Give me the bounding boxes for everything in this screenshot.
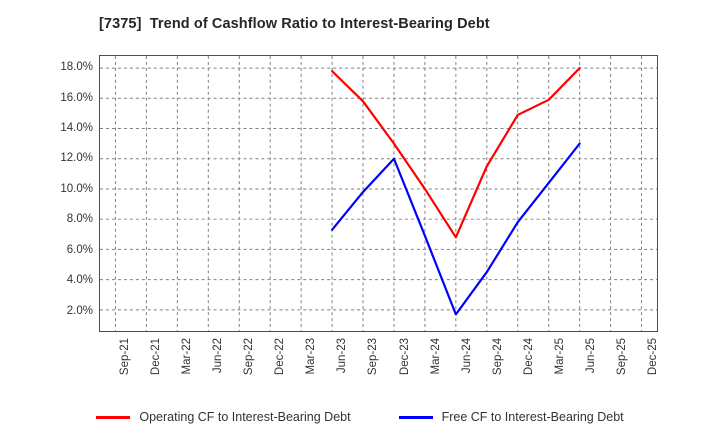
- x-axis-tick-label: Dec-24: [522, 338, 535, 376]
- y-axis-tick-label: 18.0%: [60, 61, 93, 74]
- y-axis-tick-label: 6.0%: [66, 243, 93, 256]
- y-axis-tick-label: 12.0%: [60, 152, 93, 165]
- chart-legend: Operating CF to Interest-Bearing Debt Fre…: [0, 404, 720, 430]
- x-axis-tick-label: Sep-22: [243, 338, 256, 376]
- series-line: [330, 67, 581, 239]
- series-line: [330, 142, 581, 316]
- x-axis-tick-label: Dec-21: [150, 338, 163, 376]
- y-axis-tick-label: 14.0%: [60, 122, 93, 135]
- x-axis-tick-label: Sep-23: [367, 338, 380, 376]
- legend-item[interactable]: Operating CF to Interest-Bearing Debt: [96, 410, 351, 424]
- x-axis-tick-label: Dec-22: [274, 338, 287, 376]
- x-axis-tick-label: Mar-25: [553, 338, 566, 375]
- x-axis-tick-label: Dec-25: [646, 338, 659, 376]
- legend-item[interactable]: Free CF to Interest-Bearing Debt: [398, 410, 624, 424]
- x-axis-tick-label: Jun-25: [584, 338, 597, 374]
- x-axis-tick-label: Dec-23: [398, 338, 411, 376]
- x-axis-tick-label: Sep-24: [491, 338, 504, 376]
- legend-color-swatch: [96, 415, 131, 419]
- x-axis-tick-label: Jun-22: [212, 338, 225, 374]
- y-axis-tick-labels: 2.0% 4.0% 6.0% 8.0% 10.0% 12.0% 14.0% 16.0% 18.0…: [0, 0, 93, 440]
- x-axis-tick-label: Mar-22: [181, 338, 194, 375]
- y-axis-tick-label: 10.0%: [60, 182, 93, 195]
- x-axis-tick-label: Mar-24: [429, 338, 442, 375]
- y-axis-tick-label: 16.0%: [60, 91, 93, 104]
- y-axis-tick-label: 2.0%: [66, 304, 93, 317]
- legend-label: Free CF to Interest-Bearing Debt: [441, 410, 624, 424]
- chart-title: [7375] Trend of Cashflow Ratio to Intere…: [99, 16, 490, 32]
- x-axis-tick-label: Sep-25: [615, 338, 628, 376]
- legend-color-swatch: [398, 415, 433, 419]
- y-axis-tick-label: 4.0%: [66, 274, 93, 287]
- legend-label: Operating CF to Interest-Bearing Debt: [139, 410, 351, 424]
- x-axis-tick-label: Jun-23: [336, 338, 349, 374]
- x-axis-tick-labels: Sep-21 Dec-21 Mar-22 Jun-22 Sep-22 Dec-22 Mar-…: [99, 332, 659, 402]
- x-axis-tick-label: Mar-23: [305, 338, 318, 375]
- y-axis-tick-label: 8.0%: [66, 213, 93, 226]
- data-series-layer: [330, 67, 581, 316]
- x-axis-tick-label: Jun-24: [460, 338, 473, 374]
- x-axis-tick-label: Sep-21: [119, 338, 132, 376]
- plot-area: [99, 55, 658, 332]
